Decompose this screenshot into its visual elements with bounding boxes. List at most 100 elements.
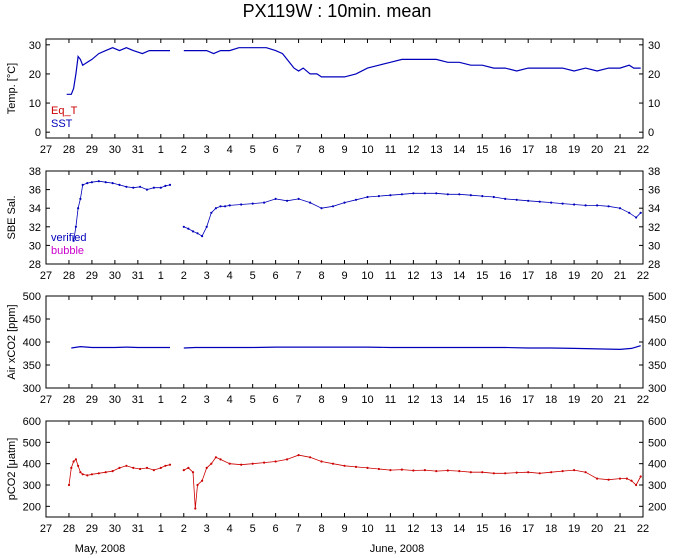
x-tick-label: 5 xyxy=(250,394,256,406)
x-tick-label: 12 xyxy=(407,144,419,156)
x-tick-label: 10 xyxy=(361,144,373,156)
y-tick-label-left: 500 xyxy=(23,291,41,303)
y-tick-label-left: 400 xyxy=(23,459,41,471)
y-tick-label-right: 20 xyxy=(648,69,660,81)
series-line xyxy=(183,345,641,351)
y-tick-label-right: 400 xyxy=(648,459,666,471)
x-tick-label: 3 xyxy=(204,144,210,156)
x-tick-label: 2 xyxy=(181,270,187,282)
x-tick-label: 8 xyxy=(318,394,324,406)
plot-frame xyxy=(45,38,644,139)
month-label-may: May, 2008 xyxy=(75,543,126,555)
x-tick-label: 8 xyxy=(318,523,324,535)
x-tick-label: 21 xyxy=(614,523,626,535)
y-tick-label-right: 0 xyxy=(648,127,654,139)
panel-pco2: 27 28 29 30 31 1 2 3 4 5 6 7 8 9 10 11 12 13 14 15 16 17 18 19 2… xyxy=(6,416,666,535)
y-axis-label: Air xCO2 [ppm] xyxy=(6,304,18,379)
x-tick-label: 4 xyxy=(227,270,233,282)
x-tick-label: 7 xyxy=(296,144,302,156)
x-tick-label: 29 xyxy=(86,270,98,282)
x-tick-label: 13 xyxy=(430,523,442,535)
x-tick-label: 19 xyxy=(568,523,580,535)
y-tick-label-right: 400 xyxy=(648,337,666,349)
plot-frame xyxy=(45,295,644,389)
x-tick-label: 18 xyxy=(545,144,557,156)
x-tick-label: 6 xyxy=(273,523,279,535)
month-label-june: June, 2008 xyxy=(370,543,424,555)
y-tick-label-left: 28 xyxy=(29,259,41,271)
x-tick-label: 8 xyxy=(318,144,324,156)
y-tick-label-left: 300 xyxy=(23,480,41,492)
x-tick-label: 18 xyxy=(545,270,557,282)
y-tick-label-right: 300 xyxy=(648,480,666,492)
y-tick-label-right: 36 xyxy=(648,185,660,197)
chart-title: PX119W : 10min. mean xyxy=(243,1,432,21)
x-tick-label: 27 xyxy=(40,144,52,156)
x-tick-label: 22 xyxy=(637,270,649,282)
x-tick-label: 13 xyxy=(430,394,442,406)
y-tick-label-right: 500 xyxy=(648,437,666,449)
x-tick-label: 9 xyxy=(341,394,347,406)
x-tick-label: 22 xyxy=(637,144,649,156)
x-tick-label: 20 xyxy=(591,394,603,406)
x-tick-label: 6 xyxy=(273,394,279,406)
x-tick-label: 1 xyxy=(158,523,164,535)
panel-temperature: 27 28 29 30 31 1 2 3 4 5 6 7 8 9 10 11 12 13 14 15 16 17 18 19 2… xyxy=(6,38,660,156)
x-tick-label: 14 xyxy=(453,144,465,156)
x-tick-label: 13 xyxy=(430,270,442,282)
x-tick-label: 28 xyxy=(63,270,75,282)
x-tick-label: 18 xyxy=(545,394,557,406)
x-tick-label: 14 xyxy=(453,394,465,406)
x-tick-label: 5 xyxy=(250,523,256,535)
x-tick-label: 29 xyxy=(86,144,98,156)
x-tick-label: 10 xyxy=(361,523,373,535)
x-tick-label: 30 xyxy=(109,394,121,406)
y-axis-label: Temp. [°C] xyxy=(6,63,18,114)
x-tick-label: 28 xyxy=(63,144,75,156)
x-tick-label: 1 xyxy=(158,270,164,282)
x-tick-label: 17 xyxy=(522,394,534,406)
x-tick-label: 3 xyxy=(204,270,210,282)
x-tick-label: 11 xyxy=(385,523,396,535)
x-tick-label: 10 xyxy=(361,270,373,282)
x-tick-label: 2 xyxy=(181,144,187,156)
y-tick-label-left: 32 xyxy=(29,222,41,234)
x-tick-label: 9 xyxy=(341,523,347,535)
x-tick-label: 9 xyxy=(341,144,347,156)
x-tick-label: 30 xyxy=(109,144,121,156)
x-tick-label: 22 xyxy=(637,523,649,535)
x-tick-label: 2 xyxy=(181,523,187,535)
x-tick-label: 20 xyxy=(591,144,603,156)
y-tick-label-left: 30 xyxy=(29,40,41,52)
y-tick-label-left: 200 xyxy=(23,501,41,513)
x-tick-label: 13 xyxy=(430,144,442,156)
x-tick-label: 16 xyxy=(499,523,511,535)
x-tick-label: 16 xyxy=(499,144,511,156)
x-tick-label: 19 xyxy=(568,144,580,156)
x-tick-label: 15 xyxy=(476,523,488,535)
series-line xyxy=(66,47,170,95)
y-tick-label-right: 30 xyxy=(648,240,660,252)
x-tick-label: 27 xyxy=(40,394,52,406)
y-tick-label-left: 34 xyxy=(29,203,41,215)
x-tick-label: 11 xyxy=(385,270,396,282)
y-tick-label-left: 500 xyxy=(23,437,41,449)
y-tick-label-left: 450 xyxy=(23,314,41,326)
x-tick-label: 31 xyxy=(132,394,144,406)
x-tick-label: 7 xyxy=(296,394,302,406)
legend-entry: SST xyxy=(51,118,73,130)
x-tick-label: 4 xyxy=(227,523,233,535)
x-tick-label: 6 xyxy=(273,144,279,156)
x-tick-label: 5 xyxy=(250,270,256,282)
x-tick-label: 2 xyxy=(181,394,187,406)
x-tick-label: 30 xyxy=(109,270,121,282)
x-tick-label: 8 xyxy=(318,270,324,282)
x-tick-label: 30 xyxy=(109,523,121,535)
panel-salinity: 27 28 29 30 31 1 2 3 4 5 6 7 8 9 10 11 12 13 14 15 16 17 18 19 2… xyxy=(6,166,660,282)
x-tick-label: 14 xyxy=(453,523,465,535)
x-tick-label: 1 xyxy=(158,144,164,156)
plot-frame xyxy=(45,420,644,518)
x-tick-label: 17 xyxy=(522,523,534,535)
x-tick-label: 15 xyxy=(476,270,488,282)
